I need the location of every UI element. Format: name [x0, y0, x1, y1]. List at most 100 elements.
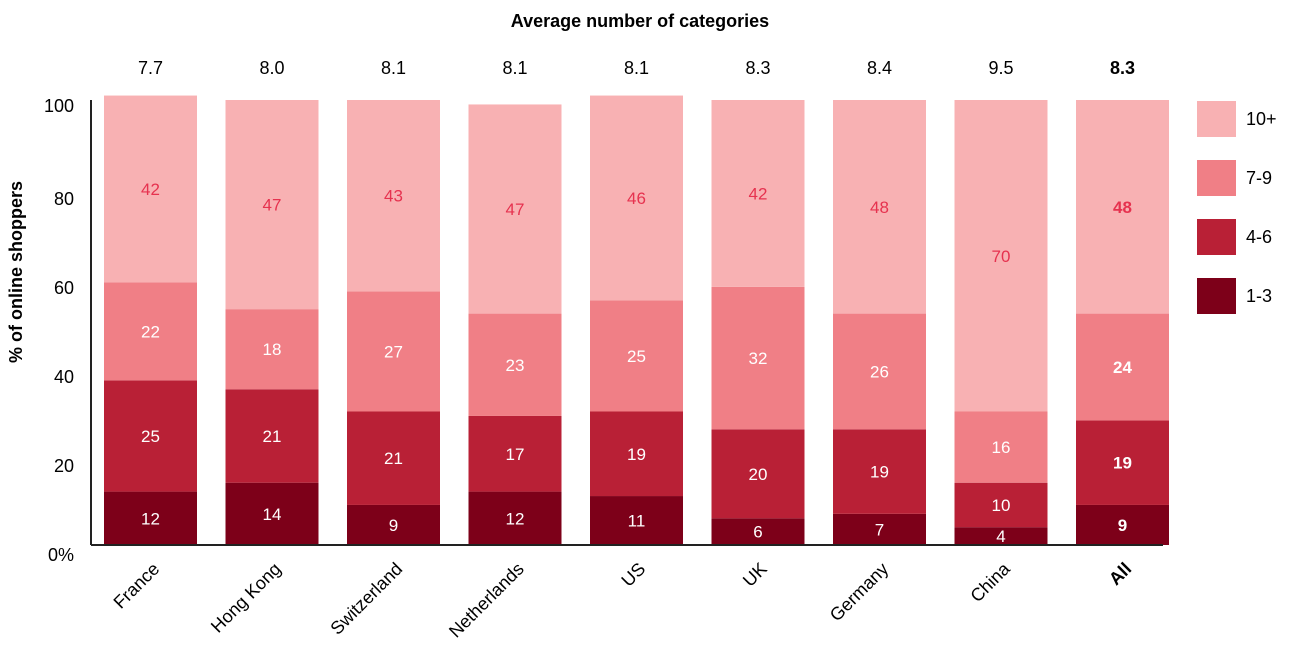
data-label: 42 — [141, 180, 160, 199]
legend-label: 1-3 — [1246, 286, 1272, 306]
bar-segment-4-6 — [833, 429, 926, 514]
average-label: 8.3 — [745, 58, 770, 78]
legend-label: 4-6 — [1246, 227, 1272, 247]
data-label: 9 — [389, 516, 398, 535]
data-label: 43 — [384, 187, 403, 206]
data-label: 47 — [263, 196, 282, 215]
data-label: 6 — [753, 523, 762, 542]
data-label: 21 — [263, 427, 282, 446]
chart-title: Average number of categories — [511, 11, 769, 31]
bar-segment-4-6 — [954, 482, 1048, 528]
bar-segment-7-9 — [1076, 313, 1169, 421]
data-label: 18 — [263, 340, 282, 359]
bar-segment-1-3 — [347, 504, 440, 545]
data-label: 11 — [628, 512, 646, 531]
data-label: 19 — [870, 463, 889, 482]
bar-segment-4-6 — [225, 389, 319, 483]
x-tick-label: UK — [739, 559, 771, 591]
x-tick-label: China — [966, 558, 1014, 606]
y-tick-label: 80 — [54, 189, 74, 209]
data-label: 22 — [141, 322, 160, 341]
legend-label: 7-9 — [1246, 168, 1272, 188]
data-label: 16 — [992, 438, 1011, 457]
y-tick-label: 60 — [54, 278, 74, 298]
bar-segment-1-3 — [833, 513, 926, 545]
bar-segment-7-9 — [833, 313, 926, 430]
bar-segment-7-9 — [347, 291, 440, 412]
legend-swatch-7-9 — [1197, 160, 1236, 196]
data-label: 19 — [627, 445, 646, 464]
data-label: 14 — [263, 505, 282, 524]
data-label: 23 — [506, 356, 525, 375]
bar-segment-10+ — [1076, 100, 1169, 314]
x-tick-label: Germany — [826, 559, 892, 625]
data-label: 20 — [749, 465, 768, 484]
y-ticks: 0% 20 40 60 80 100 — [44, 96, 74, 565]
y-tick-label: 20 — [54, 456, 74, 476]
data-label: 19 — [1113, 454, 1132, 473]
data-label: 42 — [749, 184, 768, 203]
x-tick-label: All — [1105, 559, 1135, 589]
legend: 10+ 7-9 4-6 1-3 — [1197, 101, 1277, 314]
average-label: 8.0 — [259, 58, 284, 78]
bar-segment-1-3 — [104, 491, 197, 545]
x-tick-label: US — [617, 559, 649, 591]
bar-segment-10+ — [833, 100, 926, 314]
average-label: 7.7 — [138, 58, 163, 78]
y-axis-label: % of online shoppers — [6, 181, 26, 363]
data-label: 25 — [141, 427, 160, 446]
bar-segment-4-6 — [104, 380, 197, 492]
bar-segment-10+ — [590, 95, 683, 301]
data-label: 9 — [1118, 516, 1127, 535]
average-labels: 7.7 8.0 8.1 8.1 8.1 8.3 8.4 9.5 8.3 — [138, 58, 1135, 78]
legend-swatch-4-6 — [1197, 219, 1236, 255]
bar-segment-1-3 — [590, 496, 683, 545]
bar-segment-1-3 — [1076, 504, 1169, 545]
data-label: 48 — [1113, 198, 1132, 217]
legend-swatch-1-3 — [1197, 278, 1236, 314]
data-label: 26 — [870, 362, 889, 381]
average-label: 8.1 — [381, 58, 406, 78]
legend-label: 10+ — [1246, 109, 1277, 129]
bar-segment-7-9 — [590, 300, 683, 412]
axes — [90, 100, 1163, 546]
data-label: 10 — [992, 496, 1011, 515]
bar-segment-10+ — [104, 95, 197, 283]
bar-segment-10+ — [711, 100, 805, 287]
y-tick-label: 0% — [48, 545, 74, 565]
bar-segment-7-9 — [104, 282, 197, 381]
data-label: 12 — [506, 509, 525, 528]
y-tick-label: 100 — [44, 96, 74, 116]
bar-segment-1-3 — [954, 527, 1048, 545]
data-label: 25 — [627, 347, 646, 366]
bar-segment-1-3 — [225, 482, 319, 545]
data-label: 24 — [1113, 358, 1132, 377]
average-label: 8.4 — [867, 58, 892, 78]
x-tick-label: France — [110, 559, 164, 613]
bar-segment-10+ — [468, 104, 562, 314]
x-tick-label: Netherlands — [445, 559, 528, 642]
bar-segment-4-6 — [468, 415, 562, 492]
bar-segment-4-6 — [347, 411, 440, 505]
data-label: 48 — [870, 198, 889, 217]
average-label: 8.3 — [1110, 58, 1135, 78]
average-label: 8.1 — [624, 58, 649, 78]
data-label: 17 — [506, 445, 525, 464]
bar-segment-7-9 — [954, 411, 1048, 483]
data-label: 46 — [627, 189, 646, 208]
x-tick-label: Hong Kong — [207, 559, 285, 637]
data-label: 7 — [875, 520, 884, 539]
average-label: 8.1 — [502, 58, 527, 78]
bar-segment-10+ — [954, 100, 1048, 412]
data-label: 4 — [996, 527, 1005, 546]
bar-segment-4-6 — [711, 429, 805, 519]
data-label: 12 — [141, 509, 160, 528]
data-label: 32 — [749, 349, 768, 368]
bar-segment-1-3 — [468, 491, 562, 545]
data-label: 47 — [506, 200, 525, 219]
x-ticks: France Hong Kong Switzerland Netherlands US U… — [110, 558, 1136, 641]
bar-segment-4-6 — [1076, 420, 1169, 505]
bar-segment-7-9 — [225, 309, 319, 390]
legend-swatch-10+ — [1197, 101, 1236, 137]
